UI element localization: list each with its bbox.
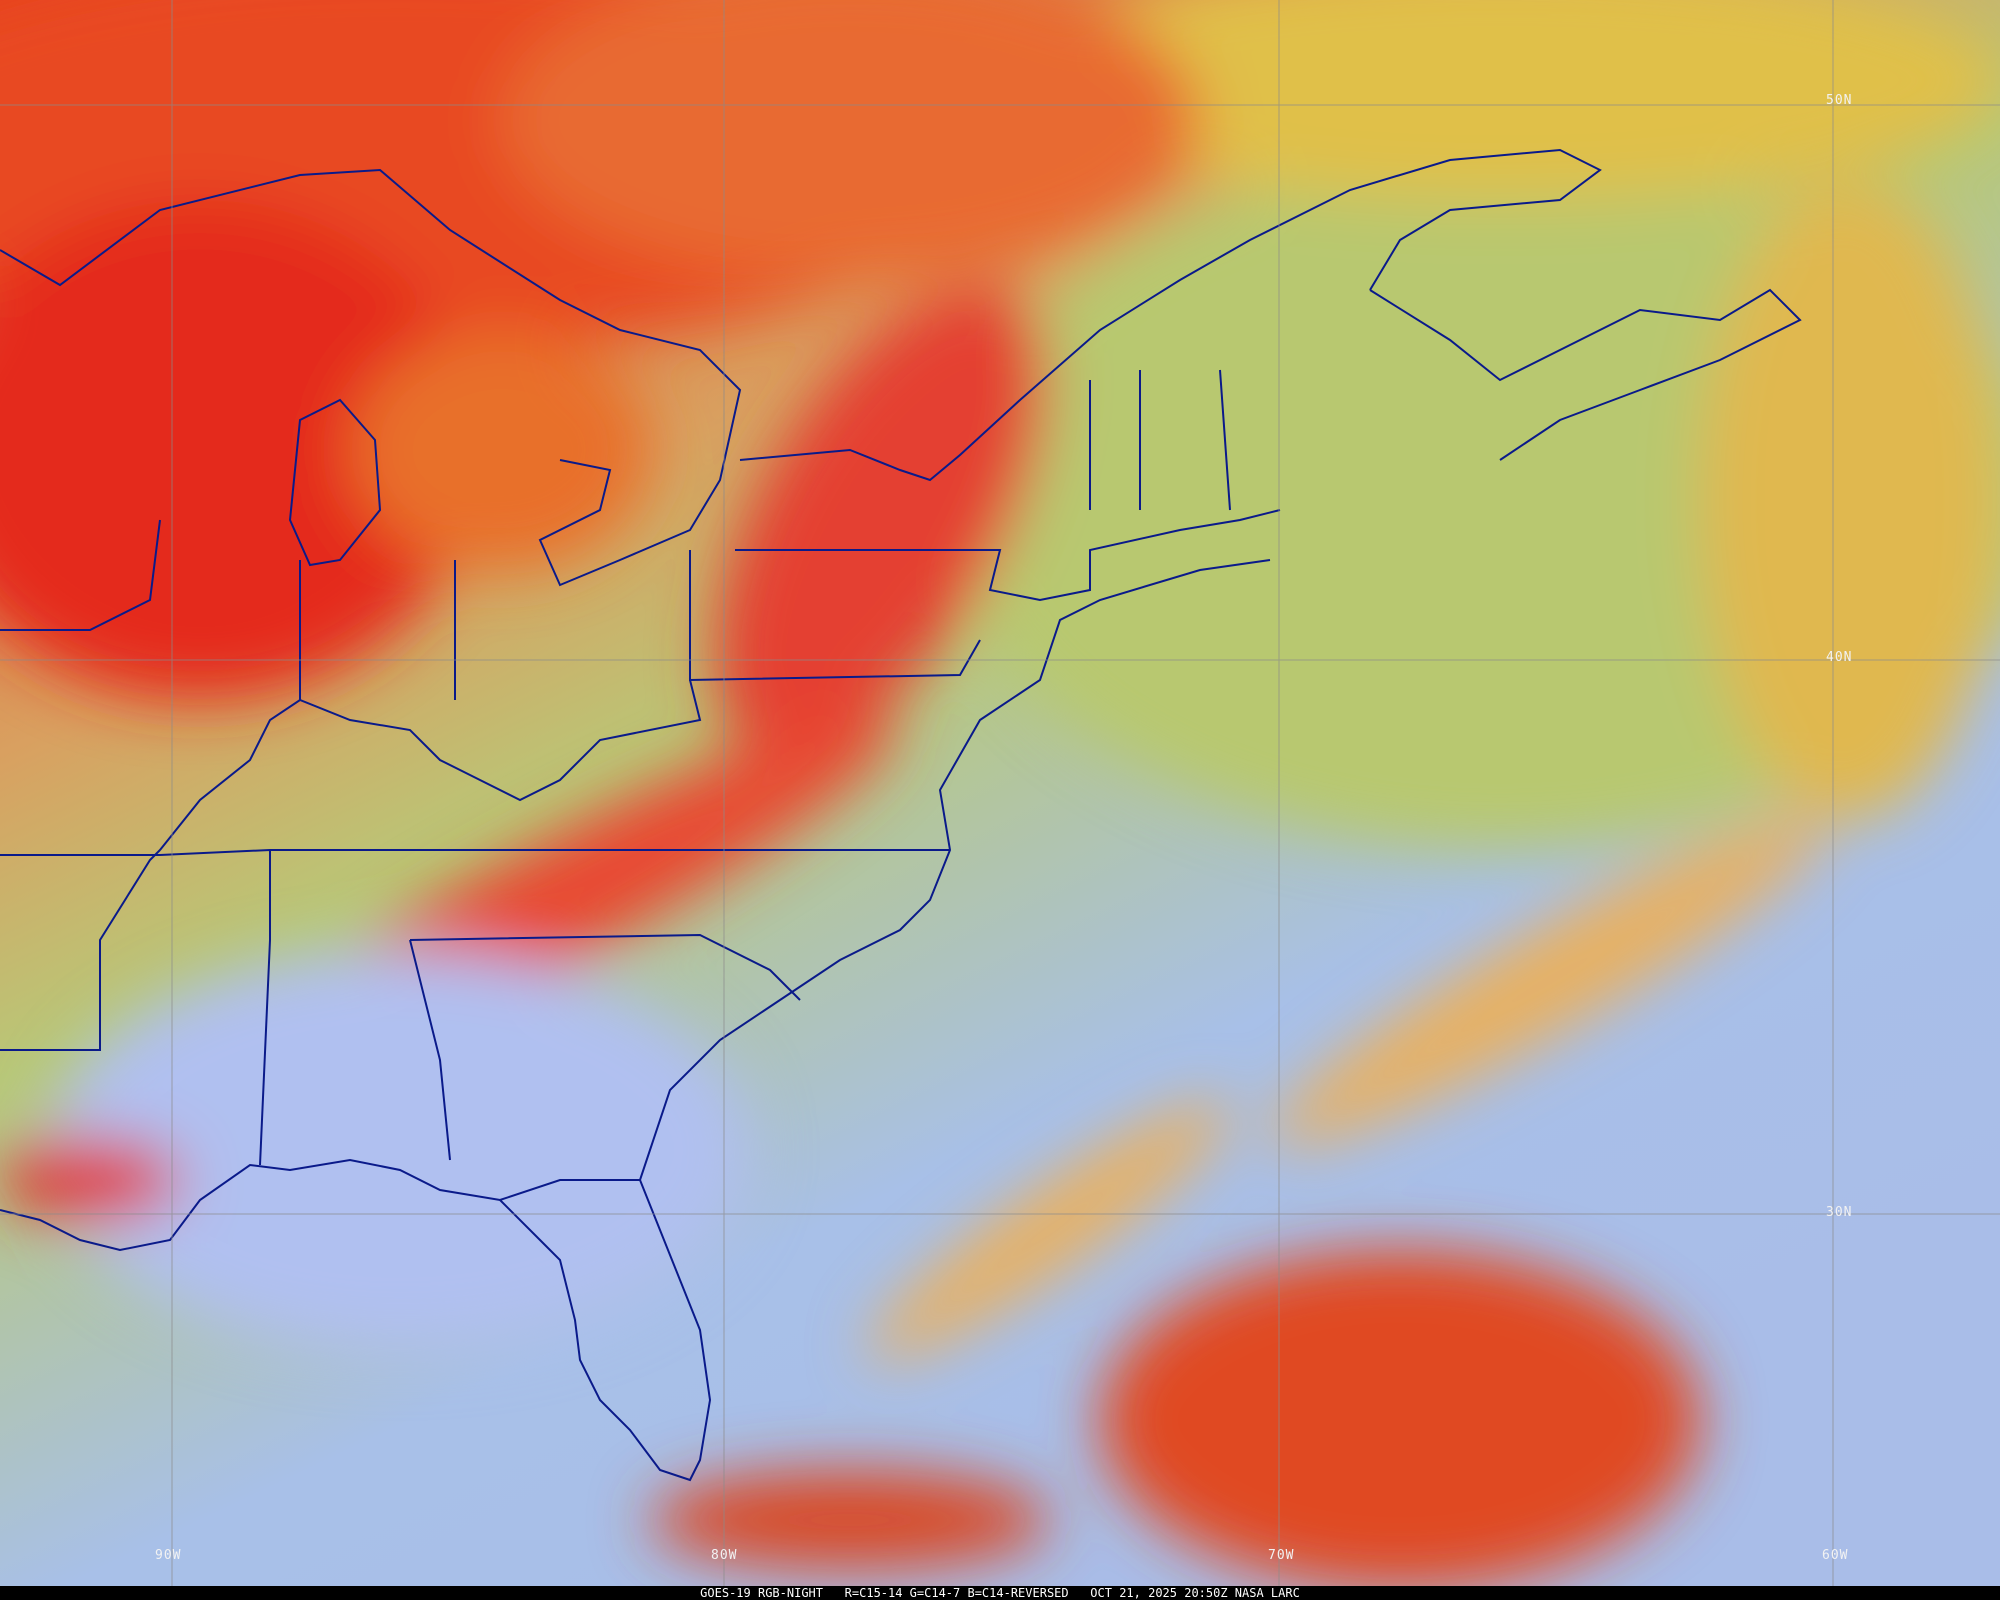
lon-label-60w: 60W [1822,1548,1849,1563]
maritimes-outline [1369,288,1802,461]
lon-label-80w: 80W [711,1548,738,1563]
lat-label-50n: 50N [1826,93,1853,108]
great-lakes-outline [0,168,742,587]
political-boundaries [0,148,1802,1482]
image-caption: GOES-19 RGB-NIGHT R=C15-14 G=C14-7 B=C14… [0,1586,2000,1600]
state-boundaries [0,369,1281,1166]
lat-label-30n: 30N [1826,1205,1853,1220]
lon-label-90w: 90W [155,1548,182,1563]
lake-michigan-outline [288,398,382,567]
east-coast-outline [0,559,1271,1252]
lat-label-40n: 40N [1826,650,1853,665]
st-lawrence-outline [739,148,1602,482]
florida-outline [499,1179,712,1482]
lon-label-70w: 70W [1268,1548,1295,1563]
